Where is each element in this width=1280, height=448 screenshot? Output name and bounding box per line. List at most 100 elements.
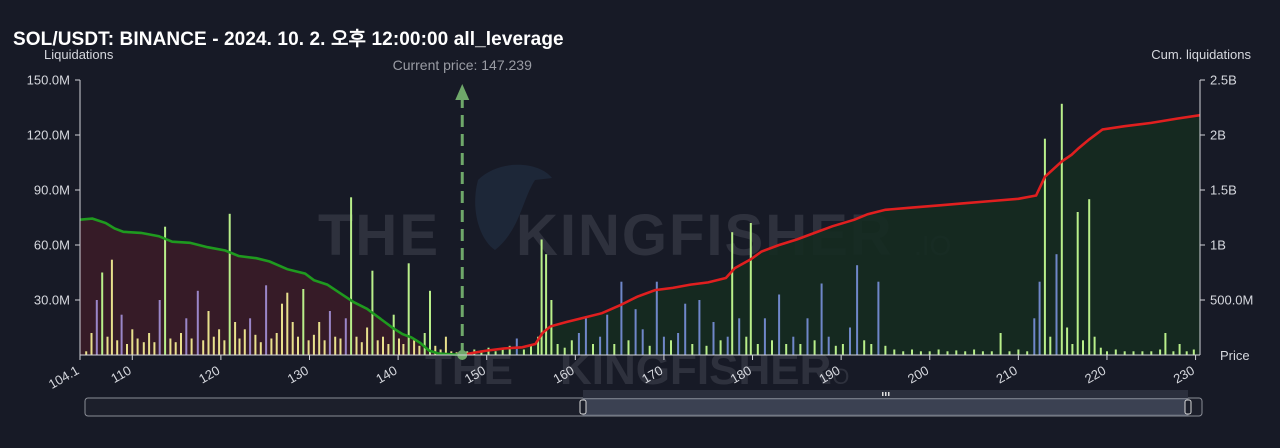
y-left-tick-label: 120.0M (27, 128, 70, 143)
liquidation-bar (928, 351, 931, 355)
liquidation-bar (691, 344, 694, 355)
liquidation-bar (190, 338, 193, 355)
liquidation-bar (738, 318, 741, 355)
liquidation-bar (684, 303, 687, 355)
liquidation-bar (705, 345, 708, 355)
navigator-left-handle[interactable] (579, 399, 587, 415)
liquidation-bar (1033, 318, 1036, 355)
liquidation-bar (429, 290, 431, 355)
liquidation-bar (712, 322, 715, 355)
liquidation-bar (613, 344, 616, 355)
liquidation-bar (827, 336, 830, 355)
liquidation-bar (745, 336, 748, 355)
liquidation-bar (444, 336, 447, 355)
liquidation-bar (334, 336, 337, 355)
liquidation-bar (196, 290, 199, 355)
long-cum-area (462, 115, 1200, 355)
liquidation-bar (599, 336, 602, 355)
liquidation-bar (228, 213, 231, 355)
liquidation-bar (820, 283, 823, 355)
navigator-grip-icon[interactable] (882, 392, 890, 396)
current-price-arrow-icon (455, 84, 470, 100)
range-navigator[interactable] (84, 390, 1203, 417)
y-right-tick-label: 1.5B (1210, 183, 1237, 198)
liquidation-bar (1093, 336, 1096, 355)
navigator-right-handle[interactable] (1184, 399, 1192, 415)
liquidation-bar (973, 349, 976, 355)
liquidation-bar (259, 342, 262, 355)
liquidation-bar (771, 340, 773, 355)
liquidation-bar (312, 334, 315, 355)
liquidation-bar (1099, 347, 1102, 355)
liquidation-bar (508, 345, 511, 355)
liquidation-bar (1038, 281, 1041, 355)
liquidation-bar (799, 344, 802, 355)
liquidation-bar (439, 349, 442, 355)
liquidation-bar (1026, 351, 1029, 355)
liquidation-bar (677, 333, 680, 355)
liquidation-bar (648, 345, 651, 355)
y-left-tick-label: 60.0M (34, 238, 70, 253)
liquidation-bar (877, 281, 880, 355)
liquidation-bar (1049, 336, 1052, 355)
liquidation-bar (763, 318, 766, 355)
liquidation-bar (202, 340, 205, 355)
liquidation-bar (955, 350, 958, 355)
liquidation-bar (785, 344, 788, 355)
liquidation-bar (207, 311, 210, 355)
y-right-tick-label: 500.0M (1210, 293, 1253, 308)
x-tick-label: 200 (905, 363, 931, 387)
navigator-selection[interactable] (582, 398, 1189, 416)
liquidation-bar (863, 340, 866, 355)
liquidation-bars (85, 103, 1195, 356)
liquidation-bar (355, 336, 358, 355)
liquidation-bar (218, 329, 221, 355)
liquidation-bar (806, 318, 809, 355)
x-axis-title: Price (1220, 348, 1250, 363)
liquidation-bar (238, 338, 241, 355)
liquidation-bar (834, 345, 837, 355)
liquidation-bar (158, 300, 161, 355)
liquidation-bar (1192, 349, 1195, 355)
liquidation-bar (398, 338, 400, 355)
liquidation-bar (1017, 349, 1020, 355)
liquidation-bar (434, 345, 437, 355)
liquidation-bar (95, 300, 98, 355)
y-left-tick-label: 150.0M (27, 73, 70, 88)
liquidation-bar (106, 336, 109, 355)
liquidation-bar (90, 333, 93, 355)
liquidation-bar (537, 336, 540, 355)
liquidation-bar (719, 340, 722, 355)
liquidation-bar (530, 345, 532, 355)
y-right-tick-label: 1B (1210, 238, 1226, 253)
x-tick-label: 120 (196, 363, 222, 387)
liquidation-bar (545, 254, 548, 355)
liquidation-bar (116, 340, 119, 355)
liquidation-bar (964, 351, 967, 355)
liquidation-bar (756, 344, 759, 355)
liquidation-bar (501, 349, 504, 355)
liquidation-bar (937, 349, 940, 355)
liquidation-bar (136, 338, 139, 355)
svg-text:.IO: .IO (820, 364, 849, 389)
x-tick-label: 220 (1082, 363, 1108, 387)
liquidation-bar (131, 329, 134, 355)
liquidation-bar (376, 340, 379, 355)
liquidation-bar (946, 351, 949, 355)
liquidation-bar (1060, 103, 1063, 355)
y-left-tick-label: 90.0M (34, 183, 70, 198)
liquidation-bar (382, 336, 384, 355)
liquidation-bar (627, 340, 630, 355)
long-cum-line (461, 113, 1201, 357)
liquidation-bar (556, 344, 559, 355)
short-cum-area (80, 218, 463, 355)
liquidation-bar (265, 285, 268, 355)
liquidation-bar (318, 322, 321, 355)
liquidation-bar (270, 338, 273, 355)
liquidation-bar (592, 344, 594, 355)
liquidation-bar (402, 344, 405, 355)
liquidation-bar (849, 327, 851, 355)
liquidation-bar (387, 344, 390, 355)
liquidation-bar (884, 345, 887, 355)
